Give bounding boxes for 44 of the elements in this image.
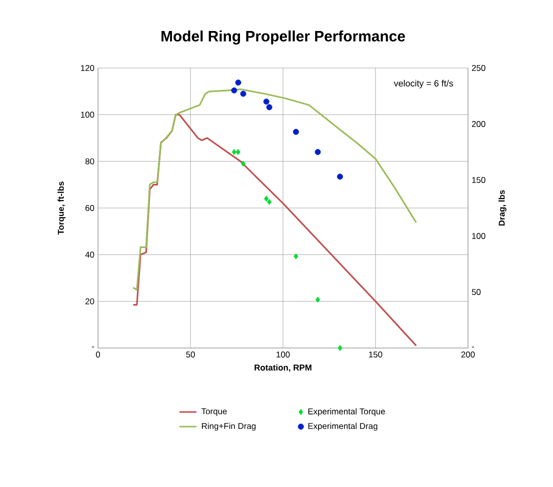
point	[263, 98, 270, 105]
point	[240, 90, 246, 97]
point	[315, 296, 320, 303]
y-tick-label: 20	[85, 298, 94, 304]
x-tick-label: 100	[276, 352, 290, 358]
legend-label: Torque	[201, 408, 227, 416]
y2-tick-label: 250	[472, 65, 486, 71]
point	[231, 87, 238, 94]
y-tick-label: 80	[85, 158, 94, 164]
y2-axis-title: Drag, lbs	[498, 190, 506, 226]
point	[264, 196, 269, 202]
annotation: velocity = 6 ft/s	[394, 80, 454, 88]
point	[235, 80, 242, 86]
y2-tick-label: 100	[472, 233, 486, 239]
point	[240, 160, 246, 167]
point	[314, 149, 321, 155]
point	[266, 104, 272, 110]
point	[338, 345, 342, 351]
y-axis-title: Torque, ft-lbs	[58, 182, 66, 235]
x-axis-title: Rotation, RPM	[254, 364, 312, 372]
x-tick-label: 0	[96, 352, 100, 358]
chart-title: Model Ring Propeller Performance	[162, 30, 405, 45]
line-series	[132, 88, 418, 291]
point	[292, 128, 299, 135]
x-tick-label: 150	[369, 352, 382, 358]
x-tick-label: 200	[461, 352, 475, 358]
y2-tick-label: 200	[472, 121, 486, 127]
point	[336, 174, 343, 180]
y2-tick-label: 150	[472, 177, 486, 183]
y-tick-label: 100	[80, 112, 94, 118]
point	[294, 253, 298, 260]
y-tick-label: 120	[80, 65, 94, 71]
point	[267, 198, 272, 205]
y-tick-label: -	[92, 346, 94, 348]
legend-label: Ring+Fin Drag	[202, 422, 256, 431]
point	[232, 149, 236, 155]
y-tick-label: 60	[86, 205, 94, 211]
legend-label: Experimental Drag	[308, 422, 378, 431]
y2-tick-label: 50	[472, 289, 481, 295]
y2-tick-label: -	[472, 346, 474, 348]
y-tick-label: 40	[85, 252, 94, 258]
legend-label: Experimental Torque	[308, 408, 385, 416]
x-tick-label: 50	[186, 352, 195, 358]
point	[236, 149, 240, 155]
